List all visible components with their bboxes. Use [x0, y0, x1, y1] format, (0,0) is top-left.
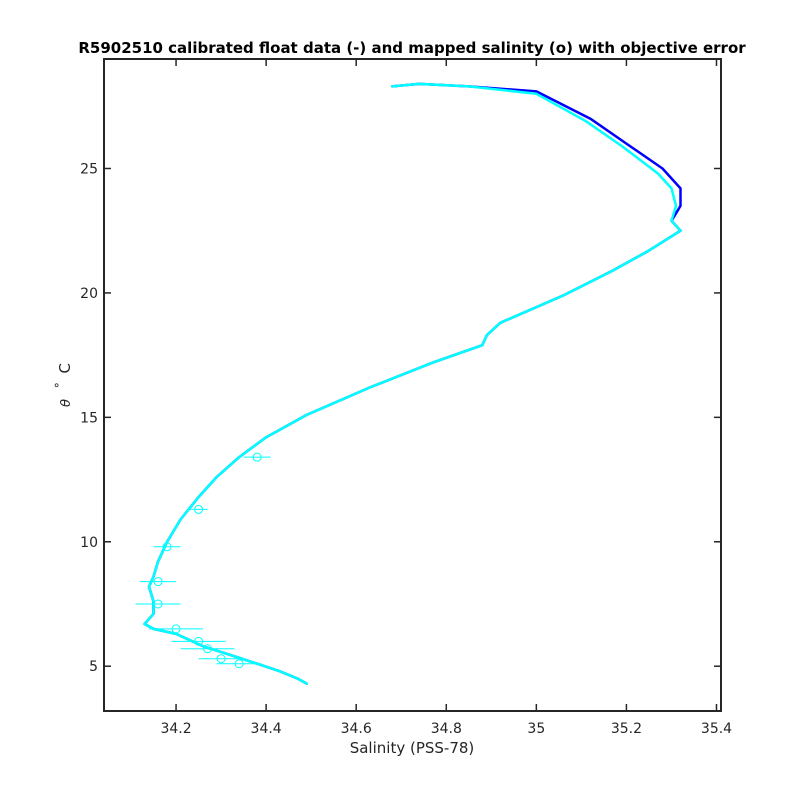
chart-title: R5902510 calibrated float data (-) and m…	[78, 39, 746, 57]
x-tick-label: 35	[527, 721, 545, 737]
x-tick-label: 35.4	[701, 721, 732, 737]
series-layer	[143, 82, 682, 685]
y-tick-label: 10	[80, 535, 98, 551]
mapped-points-layer	[135, 452, 271, 669]
mapped-point	[252, 452, 262, 462]
mapped-point	[171, 624, 181, 634]
series-line-calibrated	[143, 82, 682, 685]
y-axis-label-unit: C	[56, 363, 74, 373]
y-axis-label: θ ° C	[50, 363, 74, 407]
y-tick-label: 5	[89, 659, 98, 675]
x-axis-label: Salinity (PSS-78)	[350, 739, 475, 757]
mapped-point	[194, 504, 204, 514]
mapped-point	[216, 654, 226, 664]
mapped-point	[153, 577, 163, 587]
x-tick-label: 34.2	[160, 721, 191, 737]
mapped-point	[153, 599, 163, 609]
y-axis-label-degree: °	[53, 382, 67, 388]
y-tick-label: 15	[80, 410, 98, 426]
plot-area	[104, 59, 721, 711]
x-tick-label: 34.4	[251, 721, 282, 737]
axes-box	[103, 58, 722, 712]
mapped-point	[162, 542, 172, 552]
y-tick-label: 20	[80, 286, 98, 302]
ticks-layer: 34.2 34.4 34.6 34.8 35 35.2 35.4 5 10 15 20 25	[80, 59, 732, 737]
mapped-point	[194, 636, 204, 646]
x-tick-label: 34.8	[431, 721, 462, 737]
x-tick-label: 35.2	[611, 721, 642, 737]
mapped-point	[203, 644, 213, 654]
y-tick-label: 25	[80, 161, 98, 177]
y-axis-label-symbol: θ	[59, 399, 74, 407]
mapped-point	[234, 659, 244, 669]
x-tick-label: 34.6	[341, 721, 372, 737]
